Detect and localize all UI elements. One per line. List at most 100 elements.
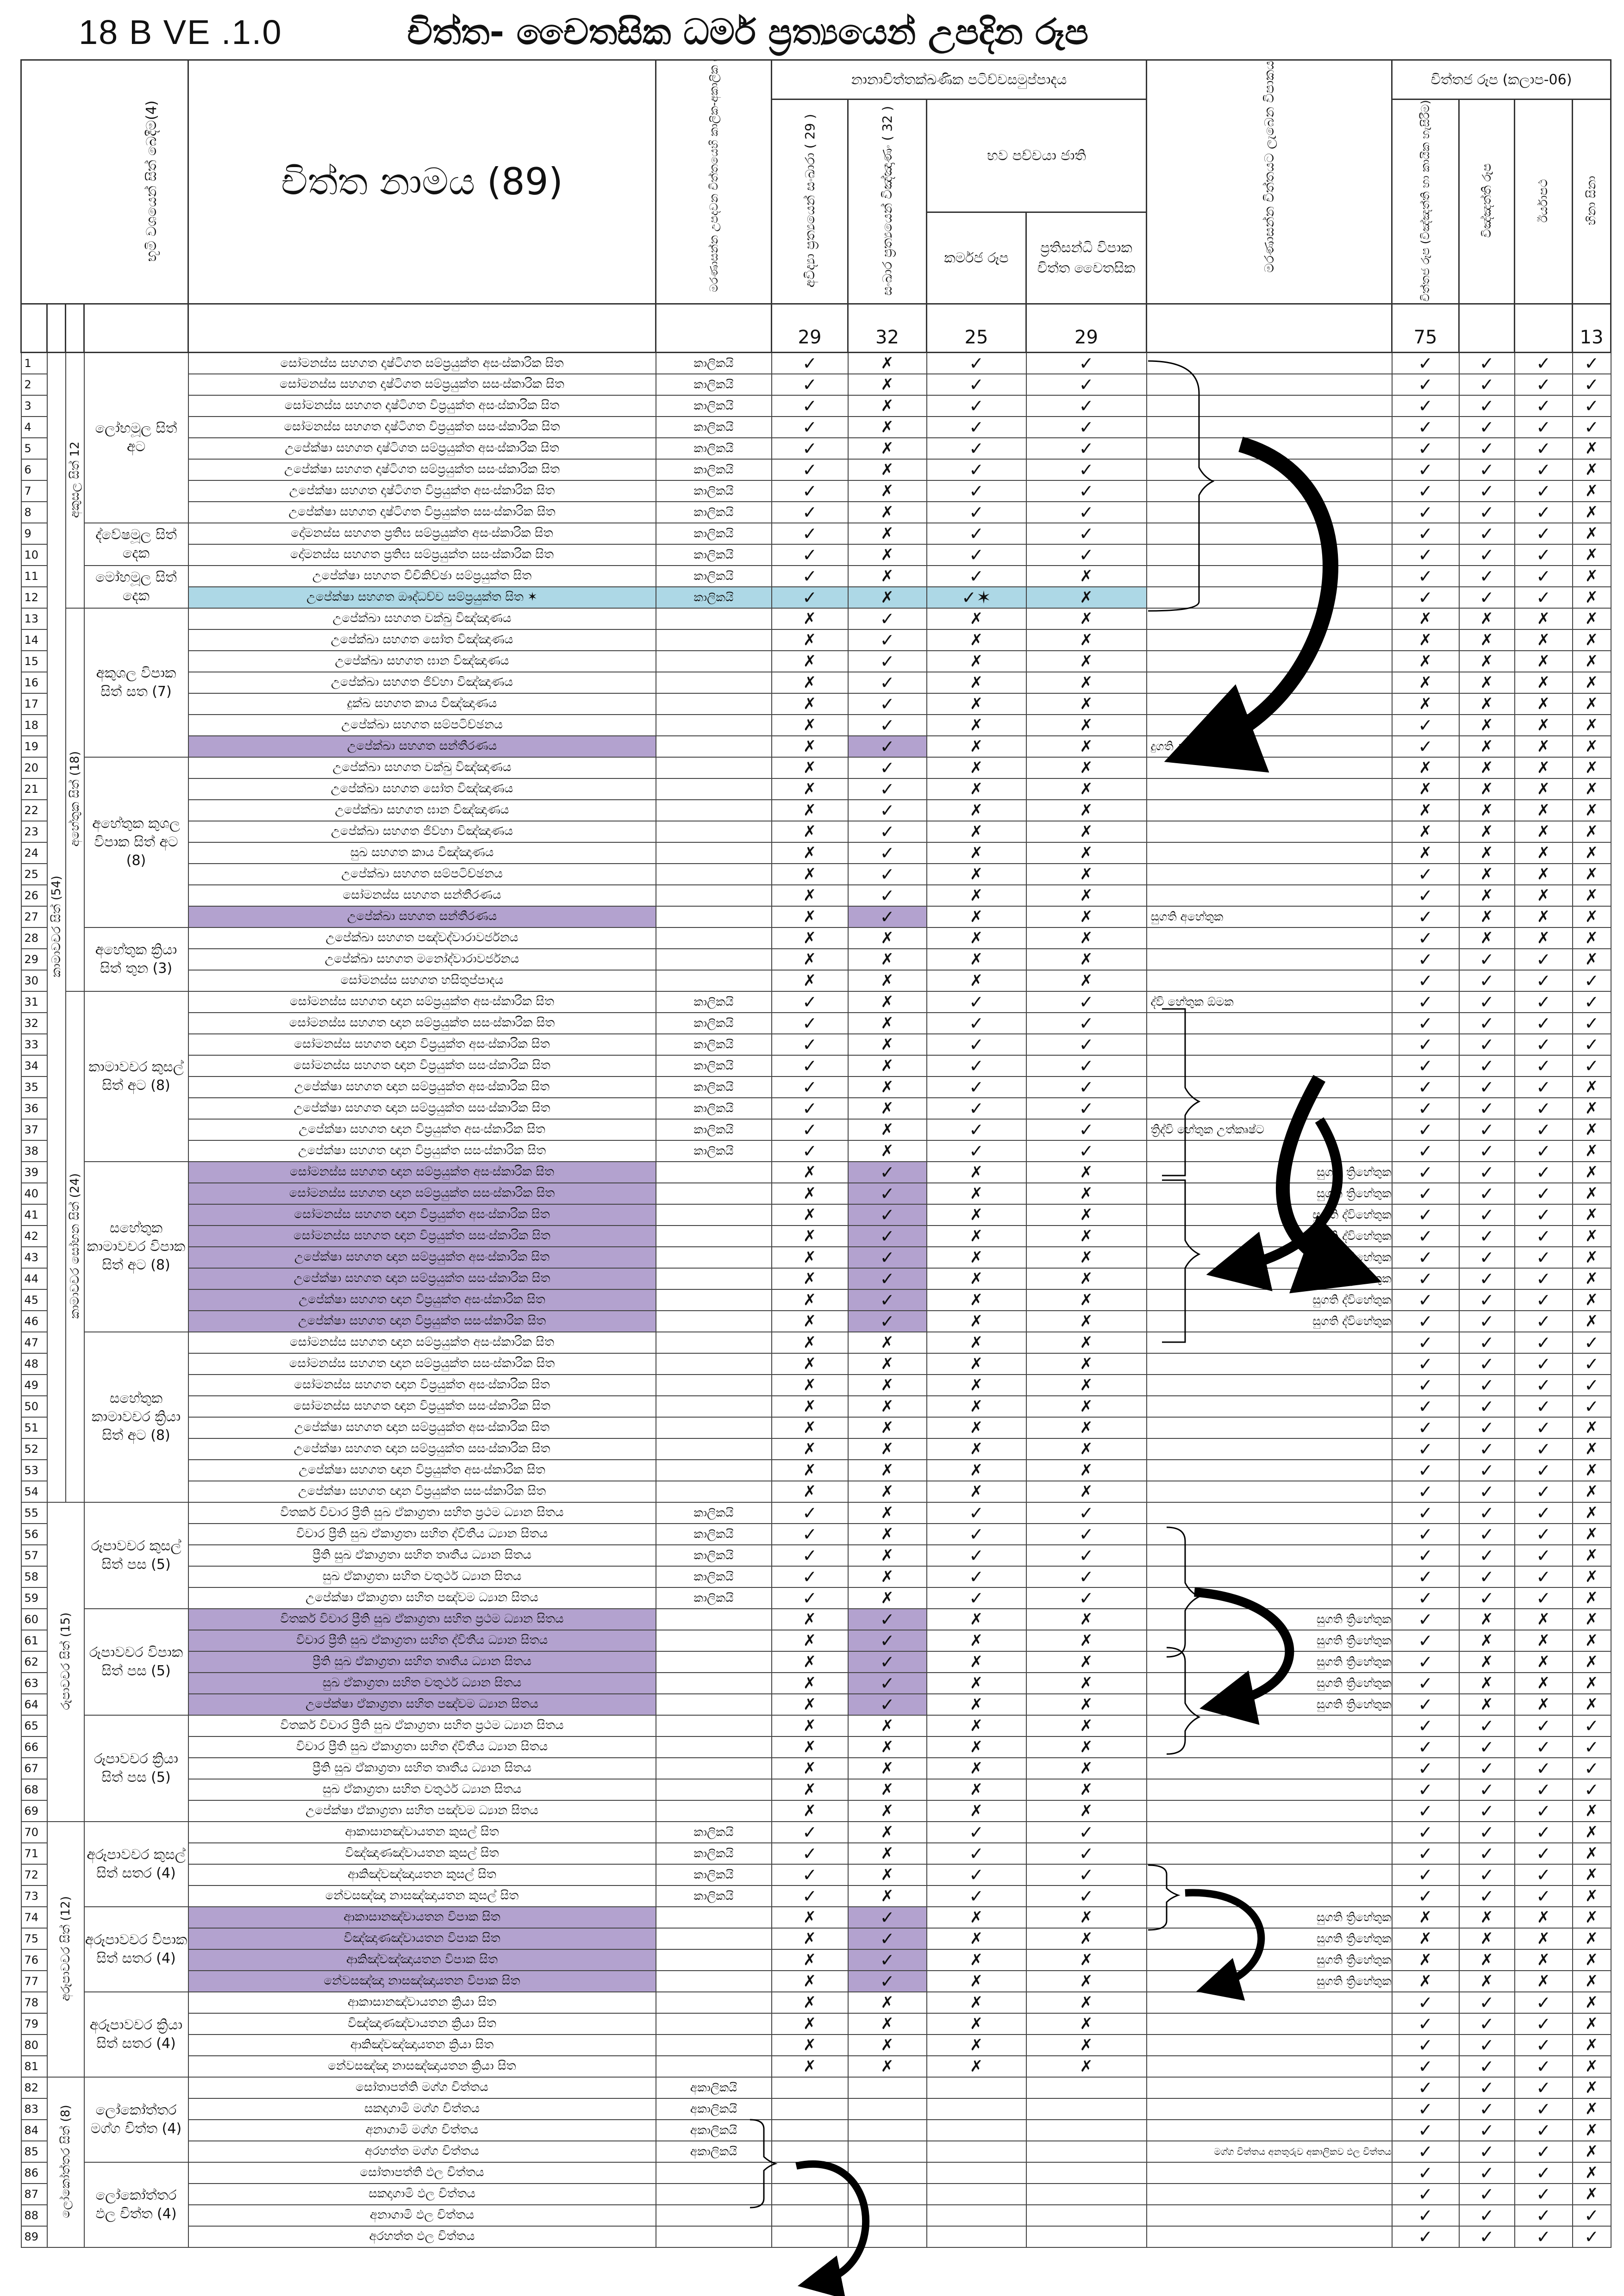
sankhara-mark: ✗ bbox=[847, 2012, 927, 2035]
pratisandhi-mark: ✓ bbox=[1025, 1885, 1147, 1907]
pratisandhi-mark: ✓ bbox=[1025, 416, 1147, 438]
row-number: 7 bbox=[20, 479, 48, 502]
table-row: 25 උපේක්ඛා සහගත සම්පටිච්ඡනය ✗ ✓ ✗ ✗ ✓ ✗ ✗ ✗ bbox=[20, 863, 1612, 885]
row-number: 82 bbox=[20, 2076, 48, 2099]
c4-mark: ✗ bbox=[1572, 714, 1612, 736]
avidya-mark: ✗ bbox=[771, 1225, 849, 1247]
c1-mark: ✓ bbox=[1391, 1076, 1460, 1098]
c4-mark: ✗ bbox=[1572, 884, 1612, 907]
avidya-mark: ✓ bbox=[771, 1118, 849, 1141]
sankhara-mark: ✓ bbox=[847, 1948, 927, 1971]
c2-mark: ✓ bbox=[1458, 352, 1515, 374]
citta-name: උපේක්ඛා සහගත සම්පටිච්ඡනය bbox=[187, 863, 656, 885]
c4-mark: ✗ bbox=[1572, 479, 1612, 502]
karmaja-mark: ✗ bbox=[926, 1906, 1027, 1929]
citta-name: සෝමනස්ස සහගත සන්තීරණය bbox=[187, 884, 656, 907]
avidya-mark: ✗ bbox=[771, 1310, 849, 1332]
sankhara-mark: ✓ bbox=[847, 884, 927, 907]
row-number: 1 bbox=[20, 352, 48, 374]
table-row: 81 නේවසඤ්ඤා නාසඤ්ඤායතන ක්‍රියා සිත ✗ ✗ ✗ ✗ ✓ ✓ ✓… bbox=[20, 2055, 1612, 2078]
marana-note bbox=[1146, 714, 1393, 736]
c3-mark: ✓ bbox=[1514, 522, 1573, 545]
pratisandhi-mark: ✓ bbox=[1025, 1054, 1147, 1077]
karmaja-mark: ✗ bbox=[926, 2034, 1027, 2056]
marana-note bbox=[1146, 2119, 1393, 2141]
c2-mark: ✓ bbox=[1458, 1480, 1515, 1503]
c3-mark: ✗ bbox=[1514, 1948, 1573, 1971]
c3-mark: ✓ bbox=[1514, 2055, 1573, 2078]
karmaja-mark: ✓ bbox=[926, 1587, 1027, 1609]
table-row: 27 උපේක්ඛා සහගත සන්තීරණය ✗ ✓ ✗ ✗ සුගති අහේතුක ✓… bbox=[20, 905, 1612, 928]
table-row: 8 උපේක්ෂා සහගත දෘෂ්ටිගත විප්‍රයුක්ත සසංස්… bbox=[20, 501, 1612, 523]
table-row: 67 ප්‍රීති සුඛ ඒකාග්‍රතා සහිත තෘතීය ධ්‍යා… bbox=[20, 1757, 1612, 1780]
citta-group-label: මෝහමූල සිත් දෙක bbox=[83, 565, 189, 609]
c1-mark: ✗ bbox=[1391, 1927, 1460, 1950]
avidya-mark: ✓ bbox=[771, 1139, 849, 1162]
table-row: 77 නේවසඤ්ඤා නාසඤ්ඤායතන විපාක සිත ✗ ✓ ✗ ✗ සුගති… bbox=[20, 1970, 1612, 1992]
c2-mark: ✗ bbox=[1458, 1906, 1515, 1929]
kalika-header: මරණාසන්න උපදවන චිත්තයෙහි කාලික-අකාලික බව bbox=[707, 60, 720, 292]
avidya-mark: ✗ bbox=[771, 1288, 849, 1311]
kalika-value bbox=[655, 1416, 772, 1439]
pratisandhi-mark: ✗ bbox=[1025, 1246, 1147, 1269]
c4-mark: ✗ bbox=[1572, 2161, 1612, 2184]
marana-note bbox=[1146, 841, 1393, 864]
marana-note bbox=[1146, 458, 1393, 481]
c2-mark: ✗ bbox=[1458, 820, 1515, 843]
c2-mark: ✓ bbox=[1458, 586, 1515, 609]
table-row: 49 සෝමනස්ස සහගත ඥාන විප්‍රයුක්ත අසංස්කාරි… bbox=[20, 1374, 1612, 1396]
avidya-mark bbox=[771, 2140, 849, 2163]
citta-name: උපේක්ෂා සහගත ඥාන විප්‍රයුක්ත අසංස්කාරික … bbox=[187, 1459, 656, 1481]
marana-note: සුගති ද්විහේතුක bbox=[1146, 1225, 1393, 1247]
avidya-mark bbox=[771, 2183, 849, 2205]
table-row: 87 සකදාගාමි ඵල චිත්තය ✓ ✓ ✓ ✗ bbox=[20, 2183, 1612, 2205]
c4-mark: ✗ bbox=[1572, 2034, 1612, 2056]
citta-name: සෝමනස්ස සහගත ඥාන විප්‍රයුක්ත අසංස්කාරික … bbox=[187, 1203, 656, 1226]
citta-name: සෝමනස්ස සහගත ඥාන විප්‍රයුක්ත සසංස්කාරික … bbox=[187, 1054, 656, 1077]
avidya-mark: ✗ bbox=[771, 799, 849, 821]
c2-mark: ✓ bbox=[1458, 1416, 1515, 1439]
c1-mark: ✓ bbox=[1391, 458, 1460, 481]
kalika-value: කාලිකයි bbox=[655, 373, 772, 396]
avidya-mark: ✓ bbox=[771, 1012, 849, 1034]
c1-mark: ✗ bbox=[1391, 799, 1460, 821]
c4-mark: ✗ bbox=[1572, 650, 1612, 672]
c1-mark: ✗ bbox=[1391, 756, 1460, 779]
c2-mark: ✓ bbox=[1458, 501, 1515, 523]
marana-note bbox=[1146, 2204, 1393, 2227]
avidya-mark: ✗ bbox=[771, 1416, 849, 1439]
row-number: 9 bbox=[20, 522, 48, 545]
c4-mark: ✗ bbox=[1572, 841, 1612, 864]
table-row: 85 අරහත්ත මග්ග චිත්තය අකාලිකයි මග්ග චිත්තය … bbox=[20, 2140, 1612, 2163]
table-row: 21 උපේක්ඛා සහගත සෝත විඤ්ඤාණය ✗ ✓ ✗ ✗ ✗ ✗ ✗ ✗ bbox=[20, 778, 1612, 800]
citta-name: දෝමනස්ස සහගත ප්‍රතිඝ සම්ප්‍රයුක්ත අසංස්ක… bbox=[187, 522, 656, 545]
citta-name: සෝමනස්ස සහගත ඥාන විප්‍රයුක්ත සසංස්කාරික … bbox=[187, 1225, 656, 1247]
karmaja-mark: ✗ bbox=[926, 1991, 1027, 2014]
citta-table: භූමි වශයෙන් සිත් බෙදීම(4) චිත්ත නාමය (89… bbox=[20, 59, 1612, 2248]
karmaja-mark: ✗ bbox=[926, 1650, 1027, 1673]
row-number: 43 bbox=[20, 1246, 48, 1269]
table-row: 4 සෝමනස්ස සහගත දෘෂ්ටිගත විප්‍රයුක්ත සසංස්… bbox=[20, 416, 1612, 438]
citta-name: සෝතාපත්ති මග්ග චිත්තය bbox=[187, 2076, 656, 2099]
karmaja-mark: ✗ bbox=[926, 1736, 1027, 1758]
marana-note: සුගති ත්‍රිහේතුක bbox=[1146, 1246, 1393, 1269]
citta-name: සෝමනස්ස සහගත හසිතුප්පාදය bbox=[187, 969, 656, 992]
citta-group-label: අරූපාවචර ක්‍රියා සිත් සතර (4) bbox=[83, 1991, 189, 2078]
sankhara-mark: ✓ bbox=[847, 1906, 927, 1929]
c4-mark: ✗ bbox=[1572, 778, 1612, 800]
pratisandhi-mark: ✗ bbox=[1025, 1948, 1147, 1971]
c1-mark: ✓ bbox=[1391, 1544, 1460, 1567]
c3-mark: ✓ bbox=[1514, 1565, 1573, 1588]
row-number: 84 bbox=[20, 2119, 48, 2141]
avidya-mark: ✗ bbox=[771, 1161, 849, 1183]
c4-mark: ✗ bbox=[1572, 799, 1612, 821]
pratisandhi-mark: ✗ bbox=[1025, 607, 1147, 630]
table-row: 39 සහේතුක කාමාවචර විපාක සිත් අට (8) සෝමනස්… bbox=[20, 1161, 1612, 1332]
karmaja-mark: ✗ bbox=[926, 1331, 1027, 1354]
citta-group-label: අහේතුක ක්‍රියා සිත් තුන (3) bbox=[83, 927, 189, 992]
table-row: 82 ලෝකෝත්තර සිත් (8) ලෝකෝත්තර මග්ග චිත්ත (… bbox=[20, 2076, 1612, 2248]
c4-mark: ✓ bbox=[1572, 373, 1612, 396]
citta-name: උපේක්ඛා සහගත ඝාන විඤ්ඤාණය bbox=[187, 799, 656, 821]
avidya-mark: ✗ bbox=[771, 1459, 849, 1481]
c3-mark: ✓ bbox=[1514, 1863, 1573, 1886]
